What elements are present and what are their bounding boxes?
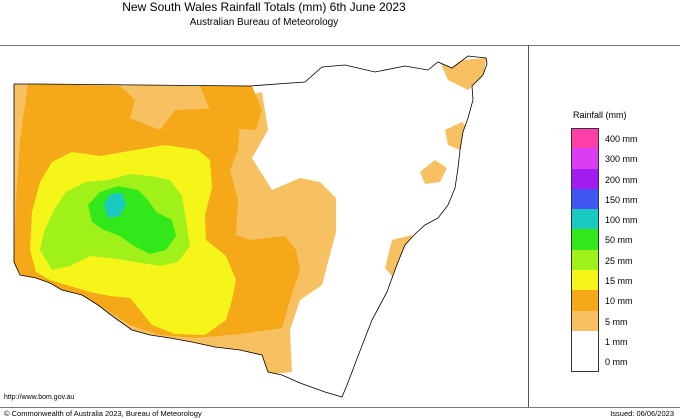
legend-swatch bbox=[571, 351, 599, 372]
legend-label: 50 mm bbox=[605, 235, 633, 246]
legend-label: 150 mm bbox=[605, 194, 638, 205]
legend-item: 300 mm bbox=[540, 148, 680, 169]
legend-item: 5 mm bbox=[540, 310, 680, 331]
legend-label: 100 mm bbox=[605, 215, 638, 226]
frame-bottom-border bbox=[0, 407, 680, 408]
legend-item: 400 mm bbox=[540, 128, 680, 149]
legend-item: 0 mm bbox=[540, 351, 680, 372]
legend-label: 25 mm bbox=[605, 255, 633, 266]
legend-item: 10 mm bbox=[540, 290, 680, 311]
frame-top-border bbox=[0, 45, 680, 46]
legend-item: 50 mm bbox=[540, 229, 680, 250]
legend-swatch bbox=[571, 270, 599, 291]
legend-item: 1 mm bbox=[540, 330, 680, 352]
copyright-notice: © Commonwealth of Australia 2023, Bureau… bbox=[4, 409, 202, 418]
legend-label: 200 mm bbox=[605, 174, 638, 185]
legend-swatch bbox=[571, 209, 599, 230]
legend-swatch bbox=[571, 330, 599, 352]
legend-label: 400 mm bbox=[605, 134, 638, 144]
rain-zone-10mm-north bbox=[200, 86, 262, 130]
legend-swatch bbox=[571, 229, 599, 250]
rain-zone-100mm bbox=[104, 193, 126, 218]
legend-label: 1 mm bbox=[605, 336, 628, 347]
map-title: New South Wales Rainfall Totals (mm) 6th… bbox=[122, 0, 406, 14]
legend-divider bbox=[528, 45, 529, 407]
legend-swatch bbox=[571, 128, 599, 149]
legend-label: 5 mm bbox=[605, 316, 628, 327]
legend-title: Rainfall (mm) bbox=[573, 110, 627, 120]
bom-url-link[interactable]: http://www.bom.gov.au bbox=[4, 394, 75, 401]
legend-item: 15 mm bbox=[540, 270, 680, 291]
legend-swatch bbox=[571, 168, 599, 189]
legend-item: 150 mm bbox=[540, 188, 680, 210]
nsw-rainfall-map bbox=[13, 55, 488, 398]
rainfall-legend: Rainfall (mm) 400 mm 300 mm 200 mm 150 mm 10… bbox=[540, 110, 680, 372]
legend-item: 100 mm bbox=[540, 209, 680, 230]
legend-label: 15 mm bbox=[605, 276, 633, 287]
rain-zone-5mm-coast-2 bbox=[420, 160, 447, 184]
legend-label: 300 mm bbox=[605, 154, 638, 165]
legend-label: 0 mm bbox=[605, 357, 628, 368]
legend-swatch bbox=[571, 249, 599, 271]
legend-swatch bbox=[571, 188, 599, 210]
legend-label: 10 mm bbox=[605, 296, 633, 307]
legend-swatch bbox=[571, 310, 599, 331]
legend-item: 200 mm bbox=[540, 168, 680, 189]
legend-swatch bbox=[571, 290, 599, 311]
legend-swatch bbox=[571, 148, 599, 169]
map-subtitle: Australian Bureau of Meteorology bbox=[189, 17, 339, 28]
nsw-state-boundary bbox=[13, 55, 488, 398]
legend-item: 25 mm bbox=[540, 249, 680, 271]
issued-date: Issued: 06/06/2023 bbox=[610, 409, 674, 418]
